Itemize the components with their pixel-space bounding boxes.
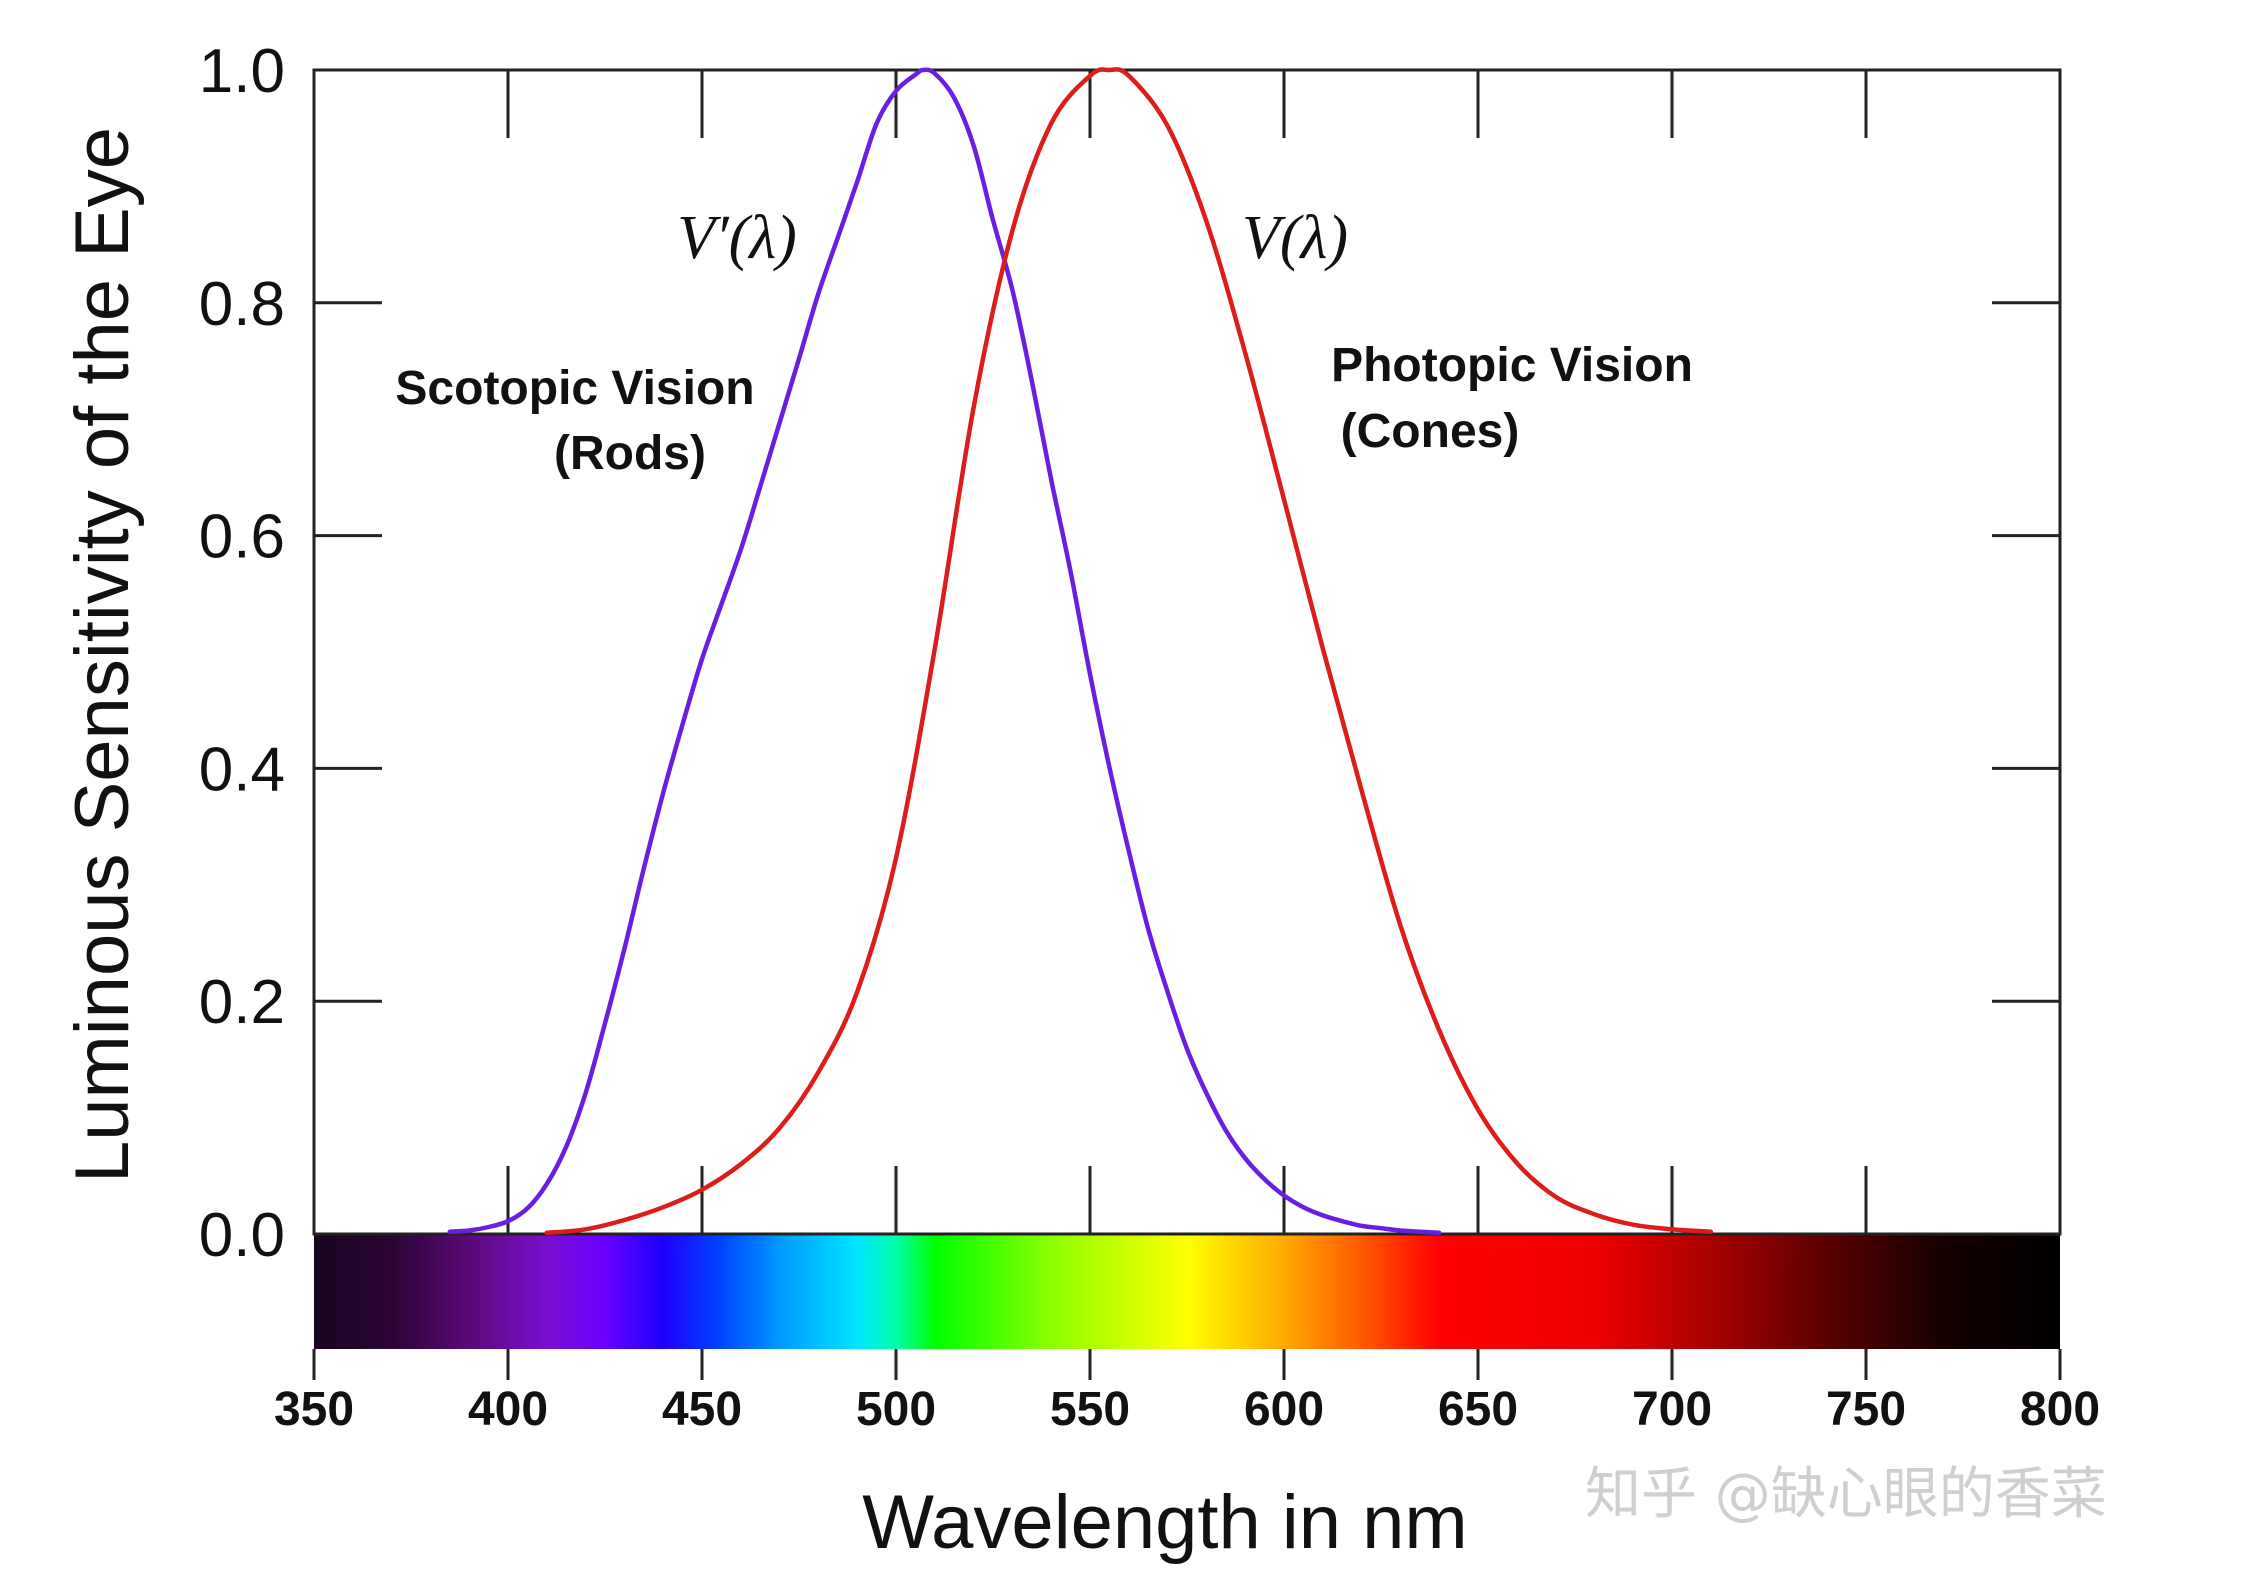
x-axis-tick-labels: 350 400 450 500 550 600 650 700 750 800 <box>274 1383 2100 1436</box>
x-tick-label: 700 <box>1632 1383 1712 1436</box>
photopic-label-line1: Photopic Vision <box>1331 339 1693 392</box>
watermark: 知乎 @缺心眼的香菜 <box>1585 1462 2107 1527</box>
visible-spectrum-band <box>314 1234 2060 1349</box>
photopic-label-line2: (Cones) <box>1341 405 1520 458</box>
y-tick-label: 0.4 <box>199 735 285 804</box>
x-axis-title: Wavelength in nm <box>862 1480 1467 1565</box>
x-tick-label: 400 <box>468 1383 548 1436</box>
y-tick-label: 0.0 <box>199 1201 285 1270</box>
x-tick-label: 750 <box>1826 1383 1906 1436</box>
x-tick-label: 550 <box>1050 1383 1130 1436</box>
x-tick-label: 650 <box>1438 1383 1518 1436</box>
scotopic-label-line2: (Rods) <box>554 427 706 480</box>
axis-ticks <box>312 70 2062 1380</box>
y-axis-title: Luminous Sensitivity of the Eye <box>60 127 145 1183</box>
series-lines <box>447 67 1714 1236</box>
y-tick-label: 0.6 <box>199 503 285 572</box>
x-tick-label: 500 <box>856 1383 936 1436</box>
y-tick-label: 0.2 <box>199 968 285 1037</box>
y-tick-label: 1.0 <box>199 37 285 106</box>
x-tick-label: 800 <box>2020 1383 2100 1436</box>
x-tick-label: 600 <box>1244 1383 1324 1436</box>
plot-frame <box>312 68 2062 1236</box>
scotopic-curve-symbol: V′(λ) <box>677 204 797 272</box>
y-tick-label: 0.8 <box>199 270 285 339</box>
photopic-curve <box>544 67 1714 1236</box>
scotopic-curve <box>447 67 1442 1236</box>
x-tick-label: 450 <box>662 1383 742 1436</box>
y-axis-tick-labels: 0.0 0.2 0.4 0.6 0.8 1.0 <box>199 37 285 1270</box>
photopic-curve-symbol: V(λ) <box>1242 204 1348 272</box>
scotopic-label-line1: Scotopic Vision <box>395 362 754 415</box>
x-tick-label: 350 <box>274 1383 354 1436</box>
